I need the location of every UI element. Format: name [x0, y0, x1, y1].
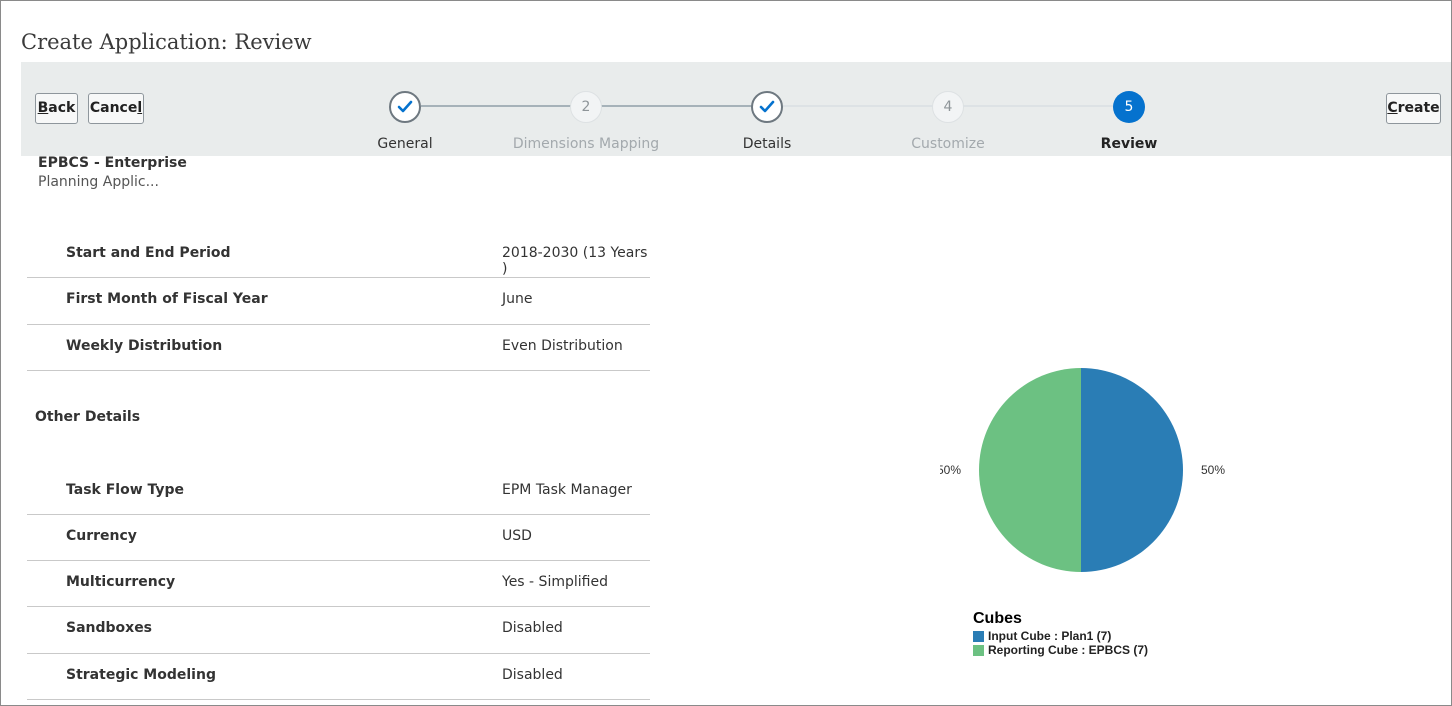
legend-item: Reporting Cube : EPBCS (7): [973, 643, 1148, 657]
pie-slice[interactable]: [979, 368, 1081, 572]
legend-item: Input Cube : Plan1 (7): [973, 629, 1148, 643]
row-label: Start and End Period: [66, 245, 231, 261]
train-step-label-review[interactable]: Review: [1100, 136, 1158, 152]
legend-label: Reporting Cube : EPBCS (7): [988, 643, 1149, 657]
table-row: Sandboxes Disabled: [27, 607, 650, 654]
table-row: Start and End Period 2018-2030 (13 Years…: [27, 231, 650, 278]
row-value: Even Distribution: [502, 338, 623, 354]
pie-percent-label: 50%: [1201, 463, 1225, 477]
train-step-label-customize[interactable]: Customize: [911, 136, 985, 152]
row-label: Task Flow Type: [66, 482, 185, 498]
legend-swatch: [973, 630, 984, 642]
chart-legend: Cubes Input Cube : Plan1 (7) Reporting C…: [973, 610, 1148, 657]
row-value: Yes - Simplified: [502, 574, 608, 590]
train-connector-4: [963, 105, 1114, 107]
back-label-rest: ack: [48, 100, 76, 116]
row-value: 2018-2030 (13 Years ): [502, 245, 648, 277]
table-row: Multicurrency Yes - Simplified: [27, 561, 650, 607]
cancel-button[interactable]: Cancel: [88, 93, 144, 124]
pie-slice[interactable]: [1081, 368, 1183, 572]
row-label: Currency: [66, 528, 137, 544]
page-title: Create Application: Review: [21, 30, 312, 54]
row-label: Multicurrency: [66, 574, 176, 590]
create-accesskey: C: [1387, 100, 1398, 116]
row-value: USD: [502, 528, 532, 544]
legend-swatch: [973, 644, 984, 656]
train-step-label-details[interactable]: Details: [742, 136, 792, 152]
table-row: First Month of Fiscal Year June: [27, 278, 650, 325]
table-row: Weekly Distribution Even Distribution: [27, 325, 650, 371]
legend-title: Cubes: [973, 610, 1022, 627]
cancel-accesskey: l: [137, 100, 143, 116]
train-step-review[interactable]: 5: [1113, 91, 1145, 123]
train-step-label-dimensions-mapping[interactable]: Dimensions Mapping: [512, 136, 660, 152]
row-value: Disabled: [502, 667, 563, 683]
row-value: EPM Task Manager: [502, 482, 632, 498]
train-connector-2: [601, 105, 752, 107]
train-connector-3: [782, 105, 933, 107]
legend-label: Input Cube : Plan1 (7): [988, 629, 1112, 643]
train-step-label-general[interactable]: General: [377, 136, 433, 152]
train-step-general[interactable]: [389, 91, 421, 123]
table-row: Strategic Modeling Disabled: [27, 654, 650, 700]
row-value: Disabled: [502, 620, 563, 636]
cancel-label-prefix: Cance: [89, 100, 138, 116]
application-description: Planning Applic...: [38, 174, 159, 190]
checkmark-icon: [397, 100, 413, 113]
train-step-details[interactable]: [751, 91, 783, 123]
train-step-dimensions-mapping[interactable]: 2: [570, 91, 602, 123]
checkmark-icon: [759, 100, 775, 113]
train-connector-1: [421, 105, 571, 107]
application-name: EPBCS - Enterprise: [38, 155, 187, 171]
back-button[interactable]: Back: [35, 93, 78, 124]
back-accesskey: B: [37, 100, 49, 116]
create-button[interactable]: Create: [1386, 93, 1441, 124]
pie-percent-label: 50%: [940, 463, 961, 477]
row-label: Sandboxes: [66, 620, 153, 636]
train-step-customize[interactable]: 4: [932, 91, 964, 123]
other-details-heading: Other Details: [35, 409, 141, 425]
row-value: June: [502, 291, 533, 307]
table-row: Task Flow Type EPM Task Manager: [27, 468, 650, 515]
train-bar: Back Cancel General 2 Dimensions Mapping…: [21, 62, 1451, 156]
table-row: Currency USD: [27, 515, 650, 561]
create-label-rest: reate: [1397, 100, 1440, 116]
row-label: Strategic Modeling: [66, 667, 216, 683]
row-label: Weekly Distribution: [66, 338, 223, 354]
cubes-pie-chart: 50% 50%: [940, 368, 1225, 572]
row-label: First Month of Fiscal Year: [66, 291, 268, 307]
